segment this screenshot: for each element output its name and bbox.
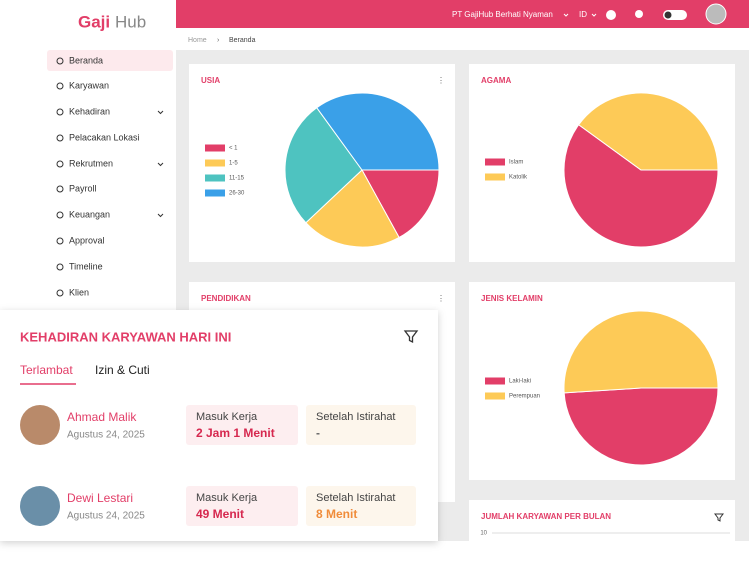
breadcrumb-bar [176, 29, 749, 50]
chevron [157, 110, 164, 115]
legend-label: Katolik [509, 175, 528, 181]
user-avatar[interactable] [705, 3, 727, 25]
menu-item[interactable]: Timeline [69, 261, 103, 271]
legend-label: Islam [509, 160, 523, 166]
card-title: AGAMA [481, 76, 511, 85]
legend-label: Laki-laki [509, 379, 531, 385]
time-value: 8 Menit [316, 507, 357, 521]
language-selector[interactable]: ID [579, 10, 587, 19]
toggle-knob [664, 11, 672, 19]
menu-item[interactable]: Beranda [69, 55, 103, 65]
employee-date: Agustus 24, 2025 [67, 511, 145, 522]
topbar [176, 0, 749, 28]
menu-icon [56, 108, 64, 116]
menu-item[interactable]: Keuangan [69, 209, 110, 219]
legend-label: 26-30 [229, 191, 245, 197]
time-box [186, 405, 298, 445]
menu-item[interactable]: Payroll [69, 183, 97, 193]
pie-slice [563, 124, 719, 248]
legend-label: 11-15 [229, 176, 245, 182]
menu-item[interactable]: Rekrutmen [69, 158, 113, 168]
chevron [157, 162, 164, 167]
menu-icon [56, 134, 64, 142]
legend-swatch [485, 158, 505, 166]
breadcrumb-current: Beranda [229, 37, 256, 44]
menu-icon [56, 82, 64, 90]
menu-icon [56, 211, 64, 219]
menu-item[interactable]: Pelacakan Lokasi [69, 132, 140, 142]
pie-slice [563, 310, 719, 394]
legend-label: Perempuan [509, 394, 540, 400]
menu-icon [56, 263, 64, 271]
legend-swatch [485, 392, 505, 400]
employee-name: Ahmad Malik [67, 410, 137, 424]
legend-swatch [485, 173, 505, 181]
card-title: JUMLAH KARYAWAN PER BULAN [481, 512, 611, 521]
y-tick-label: 10 [480, 531, 487, 537]
menu-icon [56, 237, 64, 245]
card-menu[interactable]: ⋮ [437, 294, 445, 303]
card [469, 500, 735, 541]
menu-icon [56, 57, 64, 65]
legend-label: < 1 [229, 146, 238, 152]
time-value: - [316, 426, 320, 440]
breadcrumb-sep: › [217, 37, 220, 44]
bell-icon[interactable] [635, 10, 643, 18]
time-box [186, 486, 298, 526]
pie-slice [316, 92, 440, 171]
time-label: Setelah Istirahat [316, 411, 396, 423]
active-menu-bg [47, 50, 173, 71]
company-selector[interactable]: PT GajiHub Berhati Nyaman [452, 10, 553, 19]
menu-item[interactable]: Kehadiran [69, 106, 110, 116]
employee-avatar [20, 405, 60, 445]
employee-list: Ahmad Malik Agustus 24, 2025 Masuk Kerja 2 … [20, 405, 416, 526]
time-value: 49 Menit [196, 507, 244, 521]
panel-title: KEHADIRAN KARYAWAN HARI INI [20, 329, 231, 344]
menu-item[interactable]: Approval [69, 235, 105, 245]
time-label: Setelah Istirahat [316, 492, 396, 504]
legend-swatch [205, 144, 225, 152]
menu-icon [56, 160, 64, 168]
pie-slice [578, 92, 719, 171]
menu-icon [56, 185, 64, 193]
chevron [157, 213, 164, 218]
card-title: JENIS KELAMIN [481, 294, 543, 303]
card-title: PENDIDIKAN [201, 294, 251, 303]
tab[interactable]: Izin & Cuti [95, 363, 150, 377]
tab-active[interactable]: Terlambat [20, 363, 73, 377]
time-value: 2 Jam 1 Menit [196, 426, 275, 440]
filter-icon[interactable] [714, 513, 724, 522]
employee-name: Dewi Lestari [67, 491, 133, 505]
menu-icon [56, 289, 64, 297]
legend-swatch [205, 174, 225, 182]
caret [591, 13, 597, 17]
card-title: USIA [201, 76, 220, 85]
pie-slice [284, 107, 363, 224]
pie-slice [361, 169, 440, 239]
breadcrumb-home[interactable]: Home [188, 37, 207, 44]
legend-label: 1-5 [229, 161, 238, 167]
legend-swatch [205, 189, 225, 197]
legend-swatch [205, 159, 225, 167]
time-label: Masuk Kerja [196, 492, 258, 504]
filter-icon[interactable] [403, 330, 419, 344]
card-menu[interactable]: ⋮ [437, 76, 445, 85]
legend-swatch [485, 377, 505, 385]
menu-item[interactable]: Karyawan [69, 80, 109, 90]
pie-slice [563, 387, 719, 466]
caret [563, 13, 569, 17]
employee-avatar [20, 486, 60, 526]
time-box [306, 405, 416, 445]
sidebar: Beranda Karyawan Kehadiran Pelacakan Lokasi… [56, 55, 164, 297]
employee-date: Agustus 24, 2025 [67, 430, 145, 441]
time-box [306, 486, 416, 526]
logo: Hub [115, 12, 146, 31]
menu-item[interactable]: Klien [69, 287, 89, 297]
charts: < 1 1-5 11-15 26-30 Islam Katolik Laki-laki Per… [205, 92, 719, 466]
pie-slice [305, 169, 400, 248]
clock-icon[interactable] [606, 10, 616, 20]
time-label: Masuk Kerja [196, 411, 258, 423]
logo: Gaji [78, 12, 110, 31]
